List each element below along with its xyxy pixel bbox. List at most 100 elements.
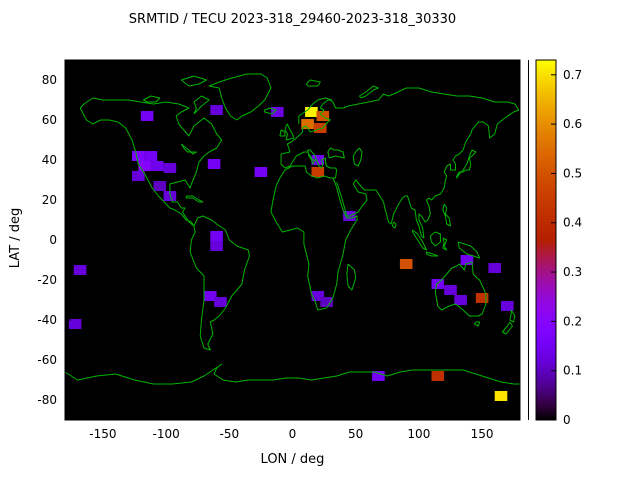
heatmap-cell bbox=[150, 161, 164, 171]
coastline bbox=[429, 231, 441, 247]
coastline bbox=[79, 97, 223, 227]
colorbar-tick-label: 0 bbox=[563, 413, 571, 427]
heatmap-cell bbox=[431, 279, 445, 289]
coastline bbox=[509, 309, 516, 323]
heatmap-cell bbox=[460, 255, 474, 265]
heatmap-cell bbox=[311, 155, 325, 165]
coastline bbox=[359, 85, 379, 99]
heatmap-cell bbox=[163, 163, 177, 173]
heatmap-cell bbox=[454, 295, 467, 305]
coastline bbox=[442, 203, 451, 227]
x-tick-label: 50 bbox=[348, 427, 363, 441]
y-tick-label: 80 bbox=[42, 73, 57, 87]
y-tick-label: -60 bbox=[37, 353, 57, 367]
coastline bbox=[264, 107, 277, 115]
x-tick-label: -50 bbox=[220, 427, 240, 441]
y-tick-label: 40 bbox=[42, 153, 57, 167]
coastline bbox=[180, 143, 197, 155]
coastline bbox=[208, 73, 272, 121]
heatmap-cell bbox=[163, 191, 177, 201]
heatmap-cell bbox=[444, 285, 457, 295]
coastline bbox=[185, 195, 204, 203]
heatmap-cell bbox=[305, 107, 318, 117]
coastline bbox=[189, 215, 250, 351]
coastline bbox=[336, 181, 368, 217]
heatmap-cell bbox=[210, 231, 223, 241]
y-tick-label: 20 bbox=[42, 193, 57, 207]
x-tick-label: 100 bbox=[407, 427, 430, 441]
heatmap-cell bbox=[271, 107, 284, 117]
heatmap-cell bbox=[320, 297, 333, 307]
y-tick-label: -80 bbox=[37, 393, 57, 407]
x-tick-label: -100 bbox=[152, 427, 179, 441]
y-tick-label: -20 bbox=[37, 273, 57, 287]
heatmap-cell bbox=[144, 151, 158, 161]
coastline bbox=[474, 321, 481, 327]
coastline bbox=[193, 95, 210, 115]
coastline bbox=[270, 165, 358, 311]
colorbar-tick-label: 0.5 bbox=[563, 166, 582, 180]
coastline bbox=[284, 123, 295, 141]
coastline bbox=[352, 147, 363, 167]
colorbar-tick-label: 0.6 bbox=[563, 117, 582, 131]
heatmap-cell bbox=[301, 119, 314, 129]
coastline bbox=[412, 229, 427, 251]
heatmap-cell bbox=[314, 123, 327, 133]
heatmap-cell bbox=[311, 291, 325, 301]
heatmap-cell bbox=[431, 371, 445, 381]
heatmap-cell bbox=[132, 151, 145, 161]
colorbar bbox=[536, 60, 556, 420]
colorbar-border bbox=[535, 59, 557, 421]
heatmap-cell bbox=[207, 159, 221, 169]
heatmap-cell bbox=[68, 319, 82, 329]
coastline bbox=[457, 241, 481, 259]
y-tick-label: -40 bbox=[37, 313, 57, 327]
coastline bbox=[142, 95, 161, 103]
heatmap-cell bbox=[73, 265, 87, 275]
heatmap-cell bbox=[214, 297, 227, 307]
heatmap-cell bbox=[494, 391, 508, 401]
heatmap-cell bbox=[132, 171, 145, 181]
map-background bbox=[65, 60, 520, 420]
heatmap-cell bbox=[399, 259, 413, 269]
colorbar-tick-label: 0.3 bbox=[563, 265, 582, 279]
coastline bbox=[180, 75, 208, 87]
heatmap-cell bbox=[153, 181, 167, 191]
colorbar-tick-label: 0.4 bbox=[563, 216, 582, 230]
coastline bbox=[434, 261, 487, 317]
heatmap-cell bbox=[488, 263, 501, 273]
heatmap-cell bbox=[475, 293, 489, 303]
x-tick-label: 150 bbox=[471, 427, 494, 441]
heatmap-cell bbox=[372, 371, 385, 381]
coastline bbox=[284, 149, 328, 169]
y-tick-label: 0 bbox=[49, 233, 57, 247]
coastline bbox=[456, 149, 477, 179]
heatmap-cell bbox=[254, 167, 268, 177]
coastline bbox=[305, 79, 321, 87]
colorbar-tick-label: 0.2 bbox=[563, 314, 582, 328]
coastline bbox=[346, 263, 357, 291]
x-axis-label: LON / deg bbox=[260, 452, 325, 467]
coastline bbox=[501, 321, 513, 335]
coastline bbox=[426, 251, 439, 257]
heatmap-cell bbox=[210, 241, 223, 251]
coastline bbox=[279, 129, 286, 137]
heatmap-cell bbox=[501, 301, 514, 311]
colorbar-tick-label: 0.1 bbox=[563, 364, 582, 378]
heatmap-cell bbox=[138, 161, 151, 171]
coastline bbox=[330, 87, 520, 239]
chart-title: SRMTID / TECU 2023-318_29460-2023-318_30… bbox=[128, 12, 457, 27]
colorbar-tick-label: 0.7 bbox=[563, 68, 582, 82]
x-tick-label: 0 bbox=[289, 427, 297, 441]
heatmap-cell bbox=[311, 167, 325, 177]
heatmap-cell bbox=[140, 111, 154, 121]
coastline bbox=[327, 147, 345, 159]
coastline bbox=[324, 161, 338, 179]
coastline bbox=[298, 97, 333, 133]
coastline bbox=[280, 131, 303, 169]
heatmap-cell bbox=[204, 291, 217, 301]
coastline bbox=[391, 221, 397, 229]
coastline bbox=[64, 363, 520, 385]
